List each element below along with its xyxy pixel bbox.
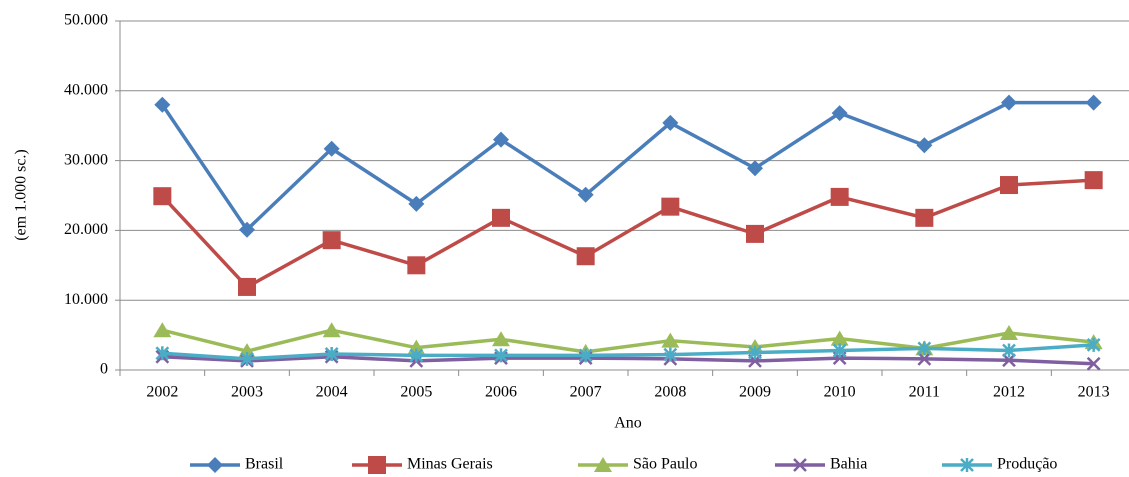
marker (748, 345, 762, 360)
marker (1084, 171, 1103, 190)
marker (494, 348, 508, 363)
marker (916, 137, 933, 154)
y-tick-label: 20.000 (64, 221, 108, 238)
marker (153, 322, 172, 338)
marker (960, 458, 974, 472)
x-tick-label: 2004 (316, 384, 348, 401)
marker (661, 197, 680, 216)
marker (917, 351, 932, 366)
marker (915, 208, 934, 227)
series-line (162, 343, 1094, 361)
x-tick-label: 2006 (485, 384, 517, 401)
marker (240, 351, 254, 366)
legend-label: Produção (997, 456, 1057, 473)
x-tick-label: 2003 (231, 384, 263, 401)
marker (1002, 343, 1016, 358)
y-tick-label: 30.000 (64, 151, 108, 168)
marker (207, 457, 223, 473)
legend-label: São Paulo (633, 456, 697, 473)
y-tick-label: 40.000 (64, 81, 108, 98)
series-line (161, 328, 1094, 354)
x-tick-label: 2011 (909, 384, 940, 401)
marker (1086, 356, 1101, 371)
marker (322, 322, 341, 338)
marker (322, 231, 341, 250)
marker (793, 458, 807, 472)
marker (831, 105, 848, 122)
y-tick-label: 50.000 (64, 12, 108, 29)
x-axis-label: Ano (614, 415, 642, 432)
marker (492, 208, 510, 227)
marker (830, 330, 849, 346)
marker (408, 195, 425, 212)
x-tick-label: 2008 (654, 384, 686, 401)
legend-label: Minas Gerais (407, 456, 493, 473)
marker (155, 346, 170, 361)
marker (662, 114, 679, 131)
marker (1000, 325, 1018, 341)
x-tick-label: 2009 (739, 384, 771, 401)
marker (661, 332, 680, 348)
marker (746, 224, 764, 243)
marker (368, 456, 386, 474)
marker (154, 96, 171, 113)
legend-label: Brasil (245, 456, 284, 473)
x-tick-label: 2013 (1078, 384, 1110, 401)
marker (239, 221, 255, 238)
y-tick-label: 0 (100, 361, 108, 378)
marker (407, 256, 426, 275)
marker (323, 140, 340, 157)
x-tick-label: 2002 (146, 384, 178, 401)
marker (830, 187, 849, 206)
y-axis-label: (em 1.000 sc.) (13, 149, 30, 241)
marker (1002, 353, 1016, 368)
y-tick-label: 10.000 (64, 291, 108, 308)
marker (917, 341, 932, 356)
marker (1001, 94, 1017, 111)
marker (832, 343, 847, 358)
marker (663, 347, 678, 362)
marker (492, 331, 510, 347)
marker (576, 247, 595, 266)
marker (493, 131, 509, 148)
series-line (162, 354, 1094, 366)
marker (1086, 337, 1101, 352)
x-tick-label: 2007 (570, 384, 602, 401)
marker (1085, 94, 1102, 111)
marker (324, 346, 339, 361)
x-tick-label: 2005 (400, 384, 432, 401)
series-line (160, 100, 1094, 232)
series-line (161, 178, 1094, 289)
marker (1000, 176, 1018, 195)
marker (578, 348, 593, 363)
marker (747, 160, 763, 177)
marker (577, 186, 594, 203)
marker (409, 348, 424, 363)
x-tick-label: 2010 (824, 384, 856, 401)
marker (238, 277, 256, 296)
marker (594, 457, 612, 472)
x-tick-label: 2012 (993, 384, 1025, 401)
marker (153, 187, 172, 206)
legend-label: Bahia (830, 456, 867, 473)
